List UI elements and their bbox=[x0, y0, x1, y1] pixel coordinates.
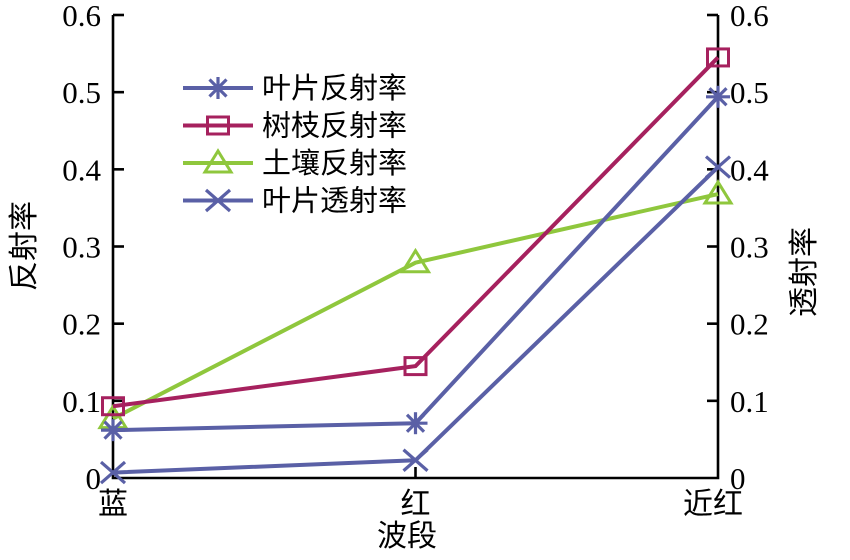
marker-shape bbox=[202, 148, 234, 174]
marker-shape bbox=[403, 356, 428, 377]
right-y-tick-label: 0.3 bbox=[730, 230, 769, 265]
series-土壤反射率 bbox=[97, 179, 734, 430]
series-树枝反射率 bbox=[101, 47, 730, 417]
marker-stroke bbox=[405, 413, 426, 433]
marker-triangle bbox=[399, 247, 432, 274]
series-line bbox=[112, 56, 720, 409]
right-y-tick-label: 0 bbox=[730, 461, 746, 496]
x-axis-label: 波段 bbox=[377, 520, 437, 553]
right-y-tick-label: 0.1 bbox=[730, 384, 769, 419]
x-tick-label: 蓝 bbox=[98, 488, 128, 521]
marker-shape bbox=[702, 179, 734, 205]
marker-square bbox=[403, 356, 428, 377]
marker-asterisk bbox=[706, 85, 730, 108]
marker-asterisk bbox=[206, 77, 230, 99]
axes bbox=[111, 13, 720, 480]
marker-x bbox=[704, 155, 732, 179]
marker-x bbox=[402, 448, 429, 472]
marker-stroke bbox=[204, 188, 232, 213]
left-y-tick-label: 0.5 bbox=[62, 75, 101, 110]
right-y-tick-label: 0.6 bbox=[730, 0, 769, 33]
marker-stroke bbox=[708, 87, 728, 107]
marker-triangle bbox=[702, 179, 734, 205]
legend-item-label: 土壤反射率 bbox=[262, 147, 407, 180]
legend-item: 土壤反射率 bbox=[183, 147, 407, 180]
axis-labels: 0 0 0.1 0.1 0.2 0.2 0.3 0.3 0.4 0.4 0.5 0.5 0.6 0.6 蓝 红… bbox=[8, 0, 821, 553]
left-y-axis-label: 反射率 bbox=[8, 201, 41, 291]
marker-shape bbox=[206, 115, 230, 136]
marker-stroke bbox=[99, 460, 127, 485]
legend-item-label: 叶片透射率 bbox=[262, 185, 407, 218]
series-叶片透射率 bbox=[99, 155, 732, 485]
legend-item-label: 叶片反射率 bbox=[262, 72, 407, 105]
right-y-tick-label: 0.2 bbox=[730, 307, 769, 342]
x-tick-label: 红 bbox=[401, 488, 431, 521]
right-y-tick-label: 0.4 bbox=[730, 152, 769, 187]
marker-square bbox=[101, 396, 125, 417]
right-y-axis-label: 透射率 bbox=[788, 227, 821, 317]
left-y-tick-label: 0.4 bbox=[62, 152, 101, 187]
marker-stroke bbox=[704, 155, 732, 179]
marker-shape bbox=[101, 396, 125, 417]
left-y-tick-label: 0.6 bbox=[62, 0, 101, 33]
marker-shape bbox=[706, 47, 730, 68]
series-line bbox=[112, 192, 719, 421]
right-y-tick-label: 0.5 bbox=[730, 75, 769, 110]
legend-item-label: 树枝反射率 bbox=[262, 110, 407, 143]
marker-x bbox=[99, 460, 127, 485]
left-y-tick-label: 0.1 bbox=[62, 384, 101, 419]
marker-square bbox=[206, 115, 230, 136]
legend-item: 叶片反射率 bbox=[183, 72, 407, 105]
marker-square bbox=[706, 47, 730, 68]
marker-asterisk bbox=[403, 412, 428, 435]
marker-stroke bbox=[208, 78, 228, 98]
marker-asterisk bbox=[101, 419, 125, 442]
x-tick-label: 近红 bbox=[683, 488, 743, 521]
legend-item: 树枝反射率 bbox=[183, 110, 407, 143]
left-y-tick-label: 0 bbox=[86, 461, 102, 496]
legend-item: 叶片透射率 bbox=[183, 185, 407, 218]
axis-spines bbox=[111, 15, 720, 480]
marker-stroke bbox=[103, 420, 123, 440]
marker-x bbox=[204, 188, 232, 213]
left-y-tick-label: 0.3 bbox=[62, 230, 101, 265]
marker-shape bbox=[399, 247, 432, 274]
marker-triangle bbox=[202, 148, 234, 174]
series-叶片反射率 bbox=[101, 85, 730, 442]
left-y-tick-label: 0.2 bbox=[62, 307, 101, 342]
marker-stroke bbox=[402, 448, 429, 472]
